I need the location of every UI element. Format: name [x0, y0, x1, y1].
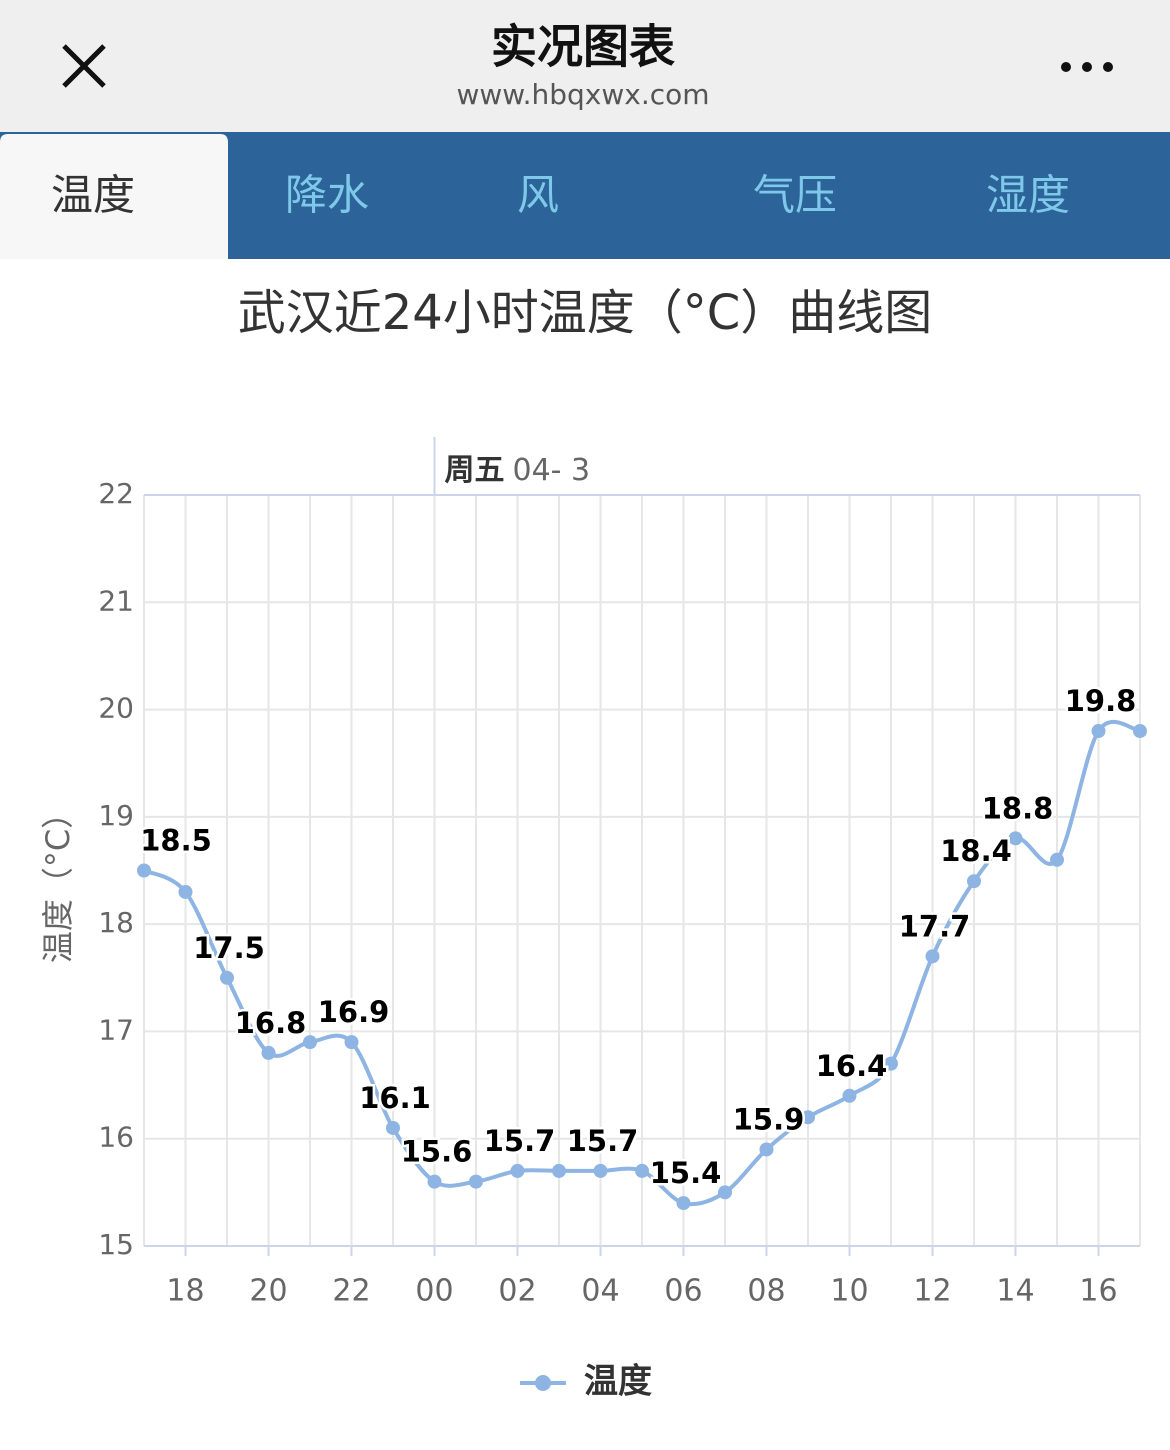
x-tick-label: 22	[332, 1274, 370, 1309]
y-tick-label: 19	[98, 799, 134, 832]
point	[386, 1120, 400, 1135]
point	[1008, 831, 1023, 846]
y-tick-label: 18	[98, 906, 134, 939]
point	[593, 1163, 608, 1178]
close-button[interactable]	[62, 44, 106, 88]
point	[884, 1056, 898, 1071]
legend-label[interactable]: 温度	[584, 1362, 652, 1402]
point	[1133, 724, 1147, 739]
point	[137, 863, 151, 878]
annotation: 周五 04- 3	[445, 453, 591, 488]
y-tick-label: 17	[98, 1013, 134, 1046]
tab[interactable]: 温度	[51, 171, 135, 220]
header-title: 实况图表	[491, 20, 675, 74]
data-label: 19.8	[1065, 684, 1137, 718]
data-label: 16.4	[816, 1049, 888, 1083]
point	[718, 1185, 732, 1200]
point	[676, 1196, 691, 1211]
x-tick-label: 10	[830, 1274, 868, 1309]
data-label: 15.4	[650, 1156, 722, 1190]
chart-title: 武汉近24小时温度（°C）曲线图	[238, 285, 933, 341]
point	[925, 949, 940, 964]
header-url: www.hbqxwx.com	[456, 78, 709, 111]
data-label: 16.9	[318, 995, 390, 1029]
point	[552, 1163, 566, 1178]
data-label: 15.9	[733, 1102, 805, 1136]
menu-button[interactable]	[1061, 62, 1113, 72]
legend-marker	[535, 1375, 551, 1391]
point	[801, 1110, 815, 1125]
y-axis-label: 温度（°C）	[39, 797, 77, 963]
data-label: 18.4	[940, 834, 1012, 868]
data-label: 15.7	[484, 1124, 556, 1158]
point	[1050, 852, 1064, 867]
x-tick-label: 16	[1079, 1274, 1117, 1309]
annotation-text: 04- 3	[513, 453, 591, 488]
data-label: 16.1	[359, 1081, 431, 1115]
point	[1091, 724, 1106, 739]
y-tick-label: 16	[98, 1121, 134, 1154]
active-tab	[0, 134, 228, 259]
y-tick-label: 15	[98, 1228, 134, 1261]
point	[220, 970, 234, 985]
point	[469, 1174, 483, 1189]
point	[510, 1163, 525, 1178]
y-tick-label: 20	[98, 692, 134, 725]
data-label: 16.8	[235, 1006, 307, 1040]
x-tick-label: 20	[249, 1274, 287, 1309]
annotation-label: 周五	[445, 453, 505, 488]
data-label: 15.6	[401, 1135, 473, 1169]
point	[261, 1045, 276, 1060]
point	[759, 1142, 774, 1157]
tab[interactable]: 湿度	[986, 171, 1070, 220]
point	[344, 1035, 359, 1050]
data-label: 18.8	[982, 791, 1054, 825]
tab[interactable]: 气压	[753, 171, 837, 220]
x-tick-label: 04	[581, 1274, 619, 1309]
header-bar	[0, 0, 1170, 132]
data-label: 18.5	[140, 824, 212, 858]
tab[interactable]: 风	[517, 171, 559, 220]
x-tick-label: 08	[747, 1274, 785, 1309]
y-tick-label: 21	[98, 584, 134, 617]
tab[interactable]: 降水	[285, 171, 369, 220]
x-tick-label: 02	[498, 1274, 536, 1309]
x-tick-label: 14	[996, 1274, 1034, 1309]
data-label: 17.5	[193, 931, 265, 965]
y-tick-label: 22	[98, 477, 134, 510]
x-tick-label: 00	[415, 1274, 453, 1309]
point	[635, 1163, 649, 1178]
data-label: 15.7	[567, 1124, 639, 1158]
point	[427, 1174, 442, 1189]
x-tick-label: 12	[913, 1274, 951, 1309]
point	[842, 1088, 857, 1103]
x-tick-label: 06	[664, 1274, 702, 1309]
point	[303, 1035, 317, 1050]
data-label: 17.7	[899, 909, 971, 943]
point	[967, 874, 981, 889]
point	[178, 884, 193, 899]
x-tick-label: 18	[166, 1274, 204, 1309]
